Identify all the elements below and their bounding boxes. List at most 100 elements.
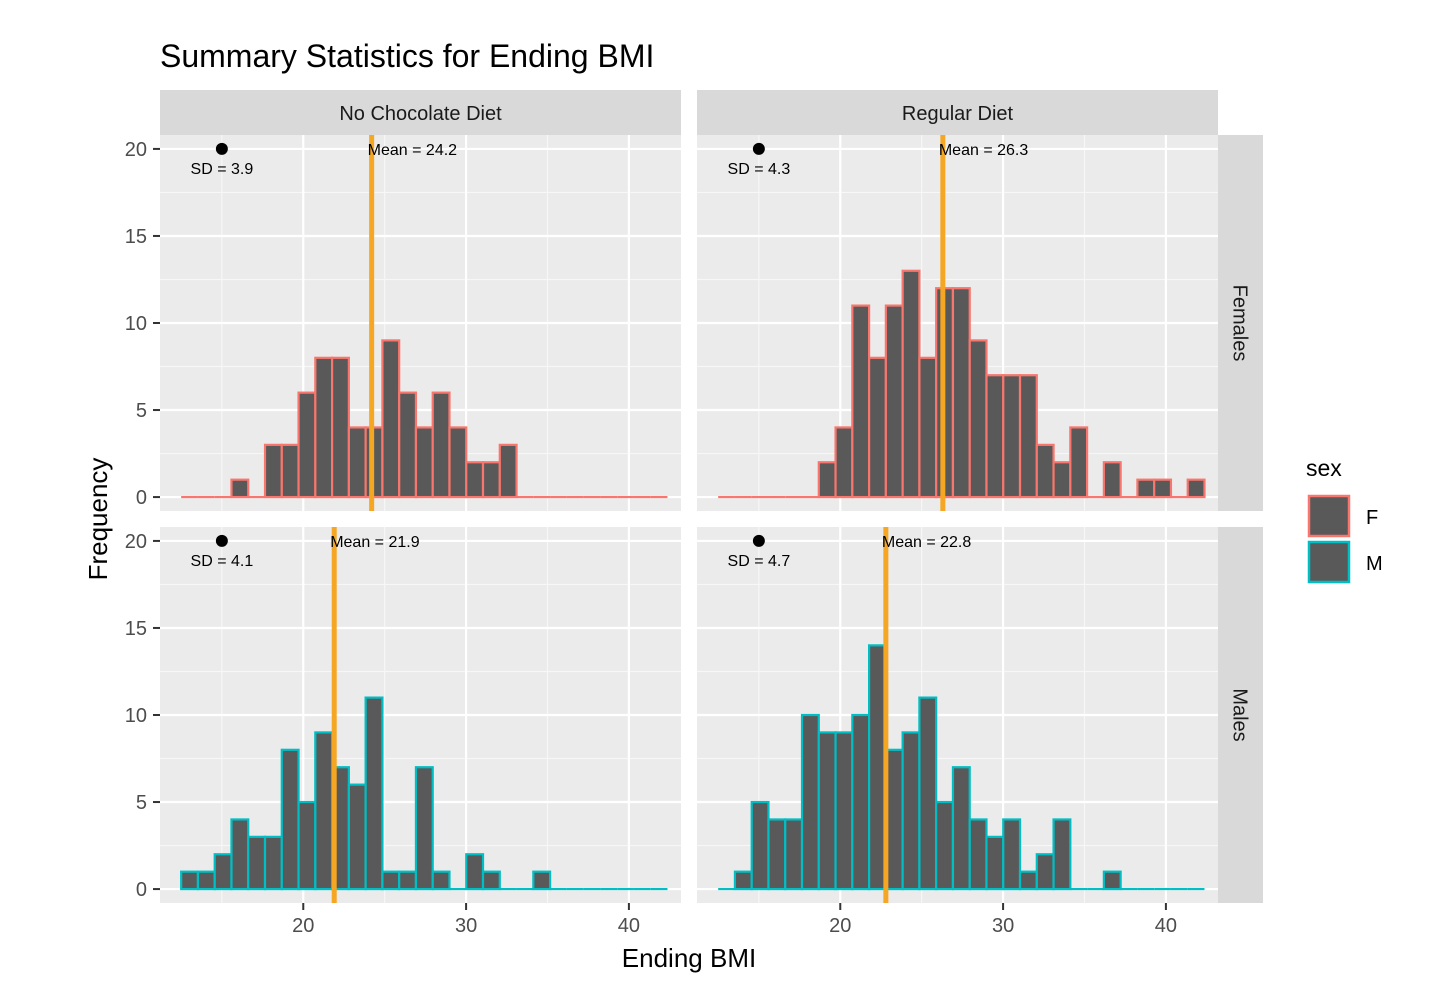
- mean-label: Mean = 22.8: [882, 534, 972, 551]
- histogram-bar: [800, 713, 820, 891]
- histogram-bar: [834, 426, 854, 499]
- sd-point: [215, 142, 228, 155]
- mean-label: Mean = 24.2: [368, 142, 458, 159]
- sd-label: SD = 4.3: [728, 161, 791, 178]
- facet-panels: Mean = 24.2SD = 3.9 Mean = 26.3 SD = 4.3 Me…: [160, 135, 1218, 903]
- histogram-bar: [1102, 461, 1122, 499]
- chart-title: Summary Statistics for Ending BMI: [160, 38, 654, 74]
- histogram-bar: [465, 461, 485, 499]
- facet-strip-col: [697, 90, 1218, 135]
- histogram-bar: [398, 870, 418, 891]
- y-tick-label: 20: [125, 531, 147, 553]
- facet-strip-row-label: Females: [1229, 285, 1251, 362]
- histogram-bar: [280, 748, 300, 891]
- histogram-bar: [381, 870, 401, 891]
- facet-strip-col: [160, 90, 681, 135]
- histogram-bar: [364, 696, 384, 891]
- histogram-bar: [867, 644, 887, 891]
- histogram-bar: [884, 748, 904, 891]
- axes: 0 5 10 15 20 0 5 10 15 20 20 30 40 20 30 40: [125, 139, 1177, 937]
- histogram-bar: [951, 287, 971, 499]
- histogram-bar: [1136, 478, 1156, 499]
- sd-point: [752, 534, 765, 547]
- y-tick-label: 10: [125, 313, 147, 335]
- histogram-bar: [1018, 870, 1038, 891]
- histogram-bar: [481, 461, 501, 499]
- histogram-bar: [784, 818, 804, 891]
- histogram-bar: [918, 356, 938, 499]
- histogram-bar: [901, 269, 921, 499]
- sd-label: SD = 4.1: [191, 553, 254, 570]
- histogram-bar: [985, 374, 1005, 499]
- mean-label: Mean = 26.3: [939, 142, 1029, 159]
- x-tick-label: 30: [992, 915, 1014, 937]
- histogram-bar: [347, 426, 367, 499]
- facet-strip-col-label: Regular Diet: [902, 103, 1014, 125]
- histogram-bar: [968, 818, 988, 891]
- histogram-bar: [1153, 478, 1173, 499]
- legend-label-M: M: [1366, 553, 1383, 575]
- legend-label-F: F: [1366, 507, 1378, 529]
- histogram-bar: [1052, 461, 1072, 499]
- histogram-bar: [767, 818, 787, 891]
- legend-key-F: [1307, 494, 1351, 538]
- mean-label: Mean = 21.9: [330, 534, 420, 551]
- histogram-bar: [867, 356, 887, 499]
- legend-key-M: [1307, 540, 1351, 584]
- facet-strip-row-label: Males: [1229, 688, 1251, 741]
- y-tick-label: 15: [125, 226, 147, 248]
- sd-point: [752, 142, 765, 155]
- histogram-bar: [297, 800, 317, 891]
- histogram-bar: [1102, 870, 1122, 891]
- histogram-bar: [448, 426, 468, 499]
- histogram-bar: [968, 339, 988, 499]
- histogram-bar: [918, 696, 938, 891]
- histogram-bar: [263, 443, 283, 499]
- histogram-bar: [951, 766, 971, 891]
- y-tick-label: 5: [136, 400, 147, 422]
- histogram-bar: [1186, 478, 1206, 499]
- facet-strips: No Chocolate Diet Regular Diet Females Male…: [160, 90, 1263, 903]
- facet-panel-1-1: Mean = 22.8 SD = 4.7: [697, 527, 1218, 903]
- histogram-bar: [247, 835, 267, 891]
- x-tick-label: 40: [1155, 915, 1177, 937]
- legend-title: sex: [1306, 455, 1342, 481]
- histogram-bar: [230, 478, 250, 499]
- histogram-bar: [263, 835, 283, 891]
- histogram-bar: [465, 853, 485, 891]
- histogram-bar: [733, 870, 753, 891]
- histogram-bar: [481, 870, 501, 891]
- histogram-bar: [498, 443, 518, 499]
- histogram-bar: [398, 391, 418, 499]
- histogram-bar: [884, 304, 904, 499]
- histogram-bar: [180, 870, 200, 891]
- histogram-bar: [196, 870, 216, 891]
- histogram-bar: [1035, 853, 1055, 891]
- y-tick-label: 0: [136, 487, 147, 509]
- sd-label: SD = 4.7: [728, 553, 791, 570]
- histogram-bar: [213, 853, 233, 891]
- histogram-bar: [901, 731, 921, 891]
- facet-strip-col-label: No Chocolate Diet: [339, 103, 502, 125]
- x-axis-title: Ending BMI: [622, 943, 756, 973]
- y-tick-label: 15: [125, 618, 147, 640]
- facet-strip-row: [1218, 527, 1263, 903]
- histogram-bar: [314, 731, 334, 891]
- y-tick-label: 20: [125, 139, 147, 161]
- sd-point: [215, 534, 228, 547]
- histogram-bar: [1035, 443, 1055, 499]
- y-tick-label: 10: [125, 705, 147, 727]
- x-tick-label: 20: [829, 915, 851, 937]
- facet-panel-0-0: Mean = 24.2 SD = 3.9: [160, 135, 681, 511]
- x-tick-label: 20: [292, 915, 314, 937]
- histogram-bar: [1069, 426, 1089, 499]
- histogram-bar: [935, 800, 955, 891]
- histogram-bar: [834, 731, 854, 891]
- histogram-bar: [1002, 374, 1022, 499]
- histogram-bar: [817, 731, 837, 891]
- histogram-bar: [1018, 374, 1038, 499]
- histogram-bar: [297, 391, 317, 499]
- histogram-bar: [532, 870, 552, 891]
- histogram-bar: [280, 443, 300, 499]
